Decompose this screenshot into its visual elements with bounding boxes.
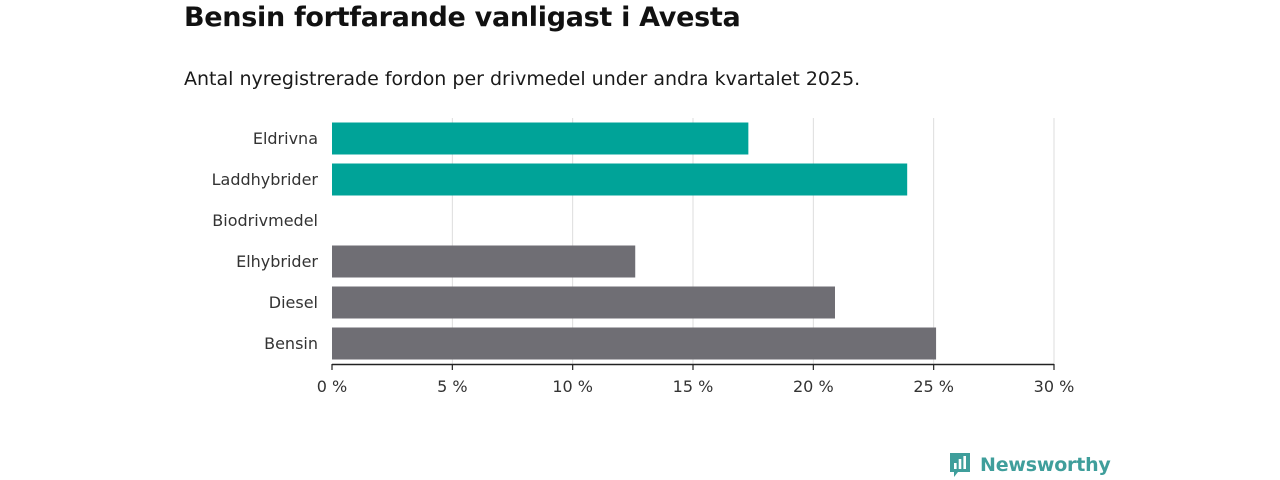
x-tick-label: 20 % <box>793 377 834 396</box>
x-tick-label: 15 % <box>673 377 714 396</box>
x-tick-label: 25 % <box>913 377 954 396</box>
grid-lines <box>451 118 1055 364</box>
bar <box>332 163 908 196</box>
chart-title: Bensin fortfarande vanligast i Avesta <box>184 2 741 33</box>
brand-logo: Newsworthy <box>948 450 1111 480</box>
bar <box>332 245 636 278</box>
x-tick-label: 5 % <box>437 377 467 396</box>
category-label: Elhybrider <box>236 252 318 271</box>
x-tick-label: 30 % <box>1034 377 1075 396</box>
bar <box>332 122 749 155</box>
category-label: Eldrivna <box>253 129 318 148</box>
x-tick-label: 0 % <box>317 377 347 396</box>
x-axis-ticks: 0 % 5 % 10 % 15 % 20 % 25 % 30 % <box>317 364 1075 396</box>
category-label: Bensin <box>264 334 318 353</box>
bar <box>332 286 835 319</box>
bars <box>332 122 937 360</box>
brand-name: Newsworthy <box>980 454 1111 476</box>
newsworthy-logo-icon <box>950 453 970 477</box>
category-label: Laddhybrider <box>212 170 319 189</box>
chart-subtitle: Antal nyregistrerade fordon per drivmede… <box>184 68 861 90</box>
bar <box>332 327 937 360</box>
x-tick-label: 10 % <box>552 377 593 396</box>
category-labels: Eldrivna Laddhybrider Biodrivmedel Elhybrid… <box>212 129 319 353</box>
category-label: Biodrivmedel <box>212 211 318 230</box>
category-label: Diesel <box>269 293 318 312</box>
